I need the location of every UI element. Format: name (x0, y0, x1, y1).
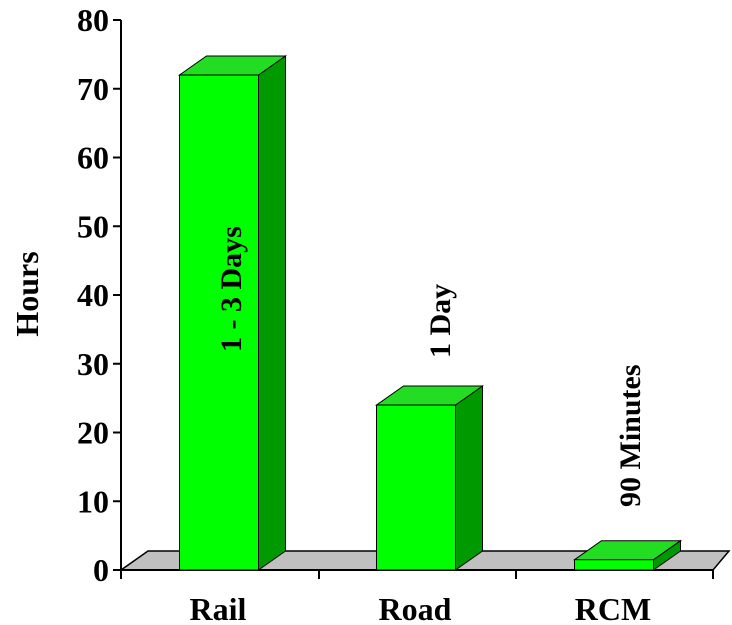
bar-data-label: 90 Minutes (614, 365, 647, 508)
bar-rail (177, 55, 288, 571)
bar-side-face (258, 55, 286, 571)
y-tick-label: 50 (77, 208, 109, 244)
bar-rcm (572, 539, 683, 571)
bar-front-face (179, 74, 259, 571)
y-tick-label: 80 (77, 2, 109, 38)
y-tick-label: 10 (77, 483, 109, 519)
y-axis-title: Hours (9, 251, 45, 336)
x-tick-label: Rail (190, 591, 247, 625)
y-tick-label: 20 (77, 415, 109, 451)
bar-data-label: 1 - 3 Days (215, 226, 248, 352)
bar-road (374, 385, 485, 571)
y-tick-label: 40 (77, 277, 109, 313)
bar-side-face (455, 385, 483, 571)
bar-data-label: 1 Day (424, 284, 457, 358)
bar-front-face (376, 404, 456, 571)
y-tick-label: 30 (77, 346, 109, 382)
x-tick-label: RCM (575, 591, 651, 625)
bar-front-face (574, 559, 654, 571)
y-tick-label: 60 (77, 140, 109, 176)
x-tick-label: Road (379, 591, 452, 625)
y-tick-label: 70 (77, 71, 109, 107)
y-tick-label: 0 (93, 552, 109, 588)
